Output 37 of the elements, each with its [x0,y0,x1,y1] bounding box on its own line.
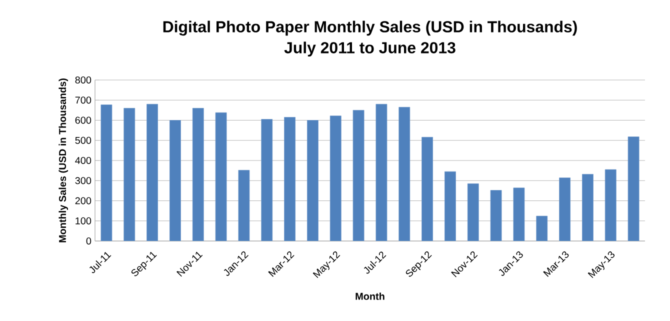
bar [490,190,502,241]
bar [467,183,479,241]
y-tick-label: 200 [75,197,92,204]
y-tick-label: 0 [86,237,92,245]
chart-subtitle: July 2011 to June 2013 [284,42,456,57]
bar [146,104,158,241]
bar [398,106,410,241]
bar [628,136,640,241]
bar [330,116,342,241]
y-tick-label: 400 [75,156,92,164]
y-tick-label: 800 [75,76,92,84]
bar [513,188,525,241]
bar [124,108,136,241]
y-tick-label: 700 [75,96,92,104]
bar [238,170,250,241]
bar [284,117,296,241]
bar [604,169,616,241]
bar [444,171,456,241]
bar [582,174,594,241]
y-tick-label: 600 [75,116,92,124]
bar [170,120,181,241]
y-axis-title: Monthly Sales (USD in Thousands) [58,78,68,242]
y-tick-label: 300 [75,177,92,184]
bar [422,136,433,241]
bar [100,104,112,241]
x-axis-title: Month [356,292,384,300]
bar [559,178,570,241]
y-tick-label: 500 [75,136,92,144]
chart-title: Digital Photo Paper Monthly Sales (USD in Thousands) [163,20,577,36]
bar [536,216,548,241]
bar [376,104,388,241]
bar [352,110,364,241]
bar [261,119,273,241]
bar [215,112,227,241]
bar [307,120,318,241]
bar [192,108,204,241]
y-tick-label: 100 [76,217,92,224]
